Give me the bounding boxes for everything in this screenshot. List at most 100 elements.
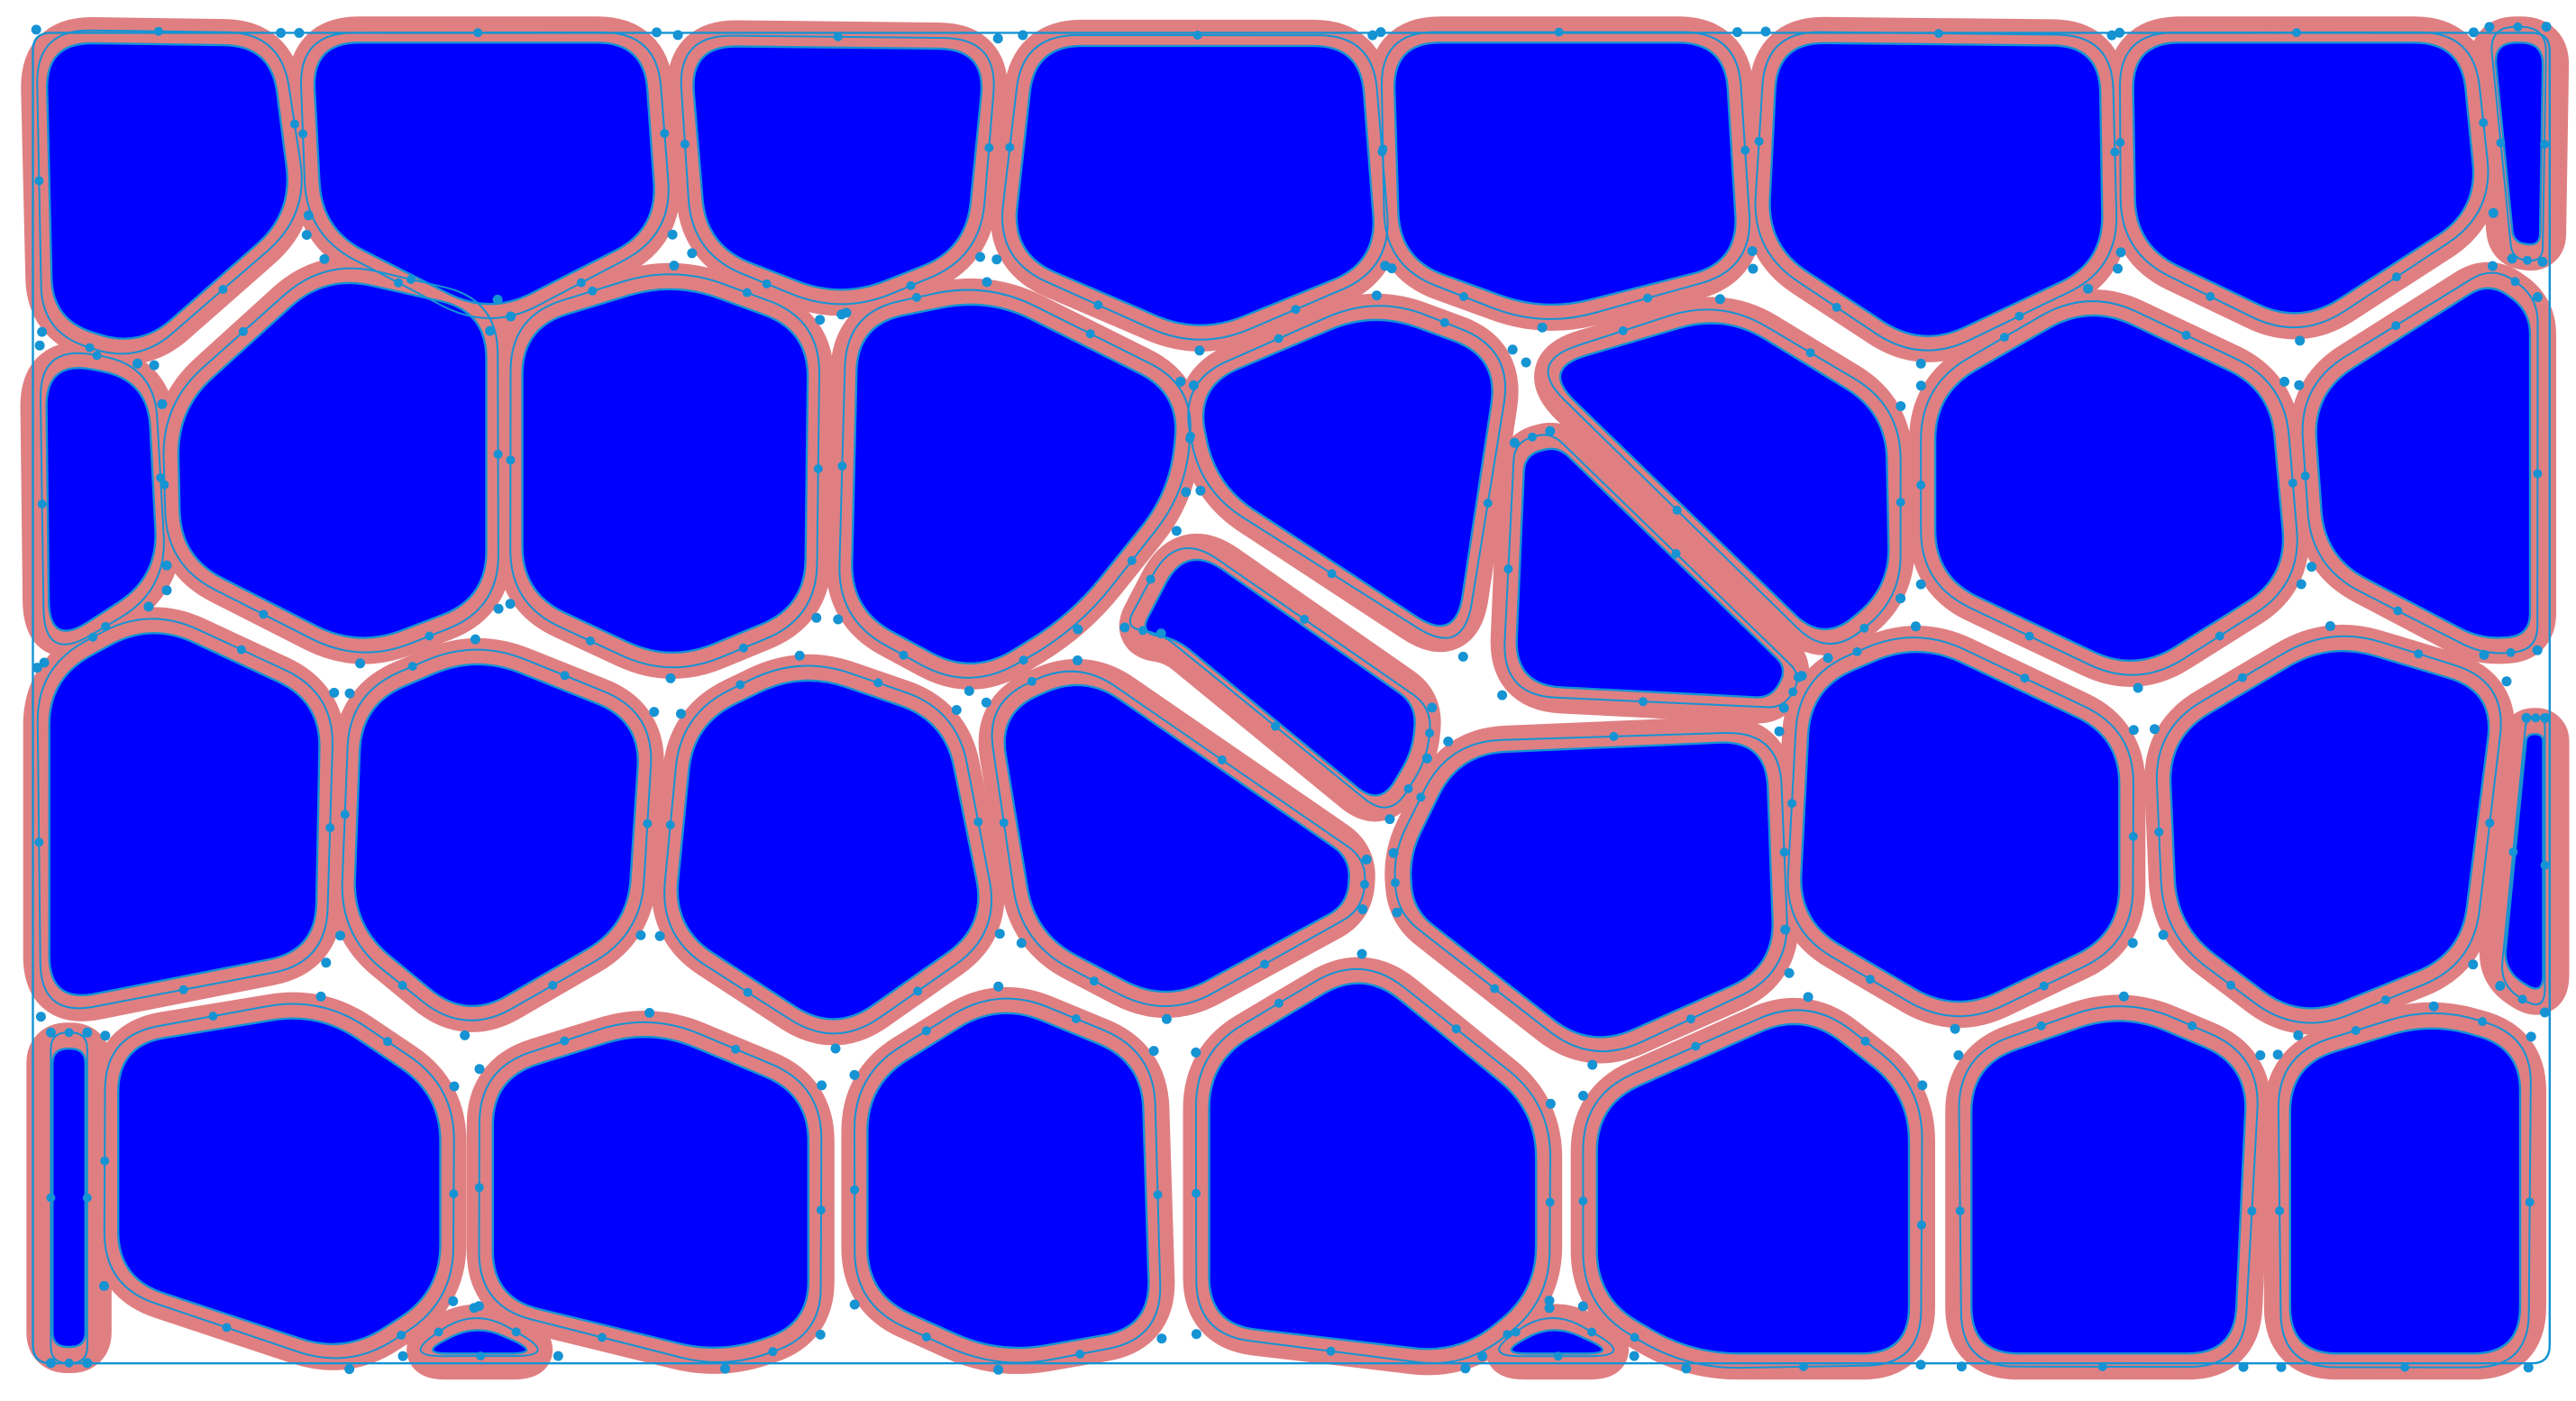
path-node[interactable] (2039, 981, 2049, 991)
path-node[interactable] (2014, 311, 2024, 321)
path-node[interactable] (921, 1332, 931, 1342)
path-node[interactable] (1778, 702, 1789, 713)
path-node[interactable] (161, 560, 172, 571)
path-node[interactable] (2024, 631, 2034, 641)
path-node[interactable] (383, 1037, 392, 1047)
path-node[interactable] (1630, 1332, 1640, 1342)
path-node[interactable] (319, 253, 330, 264)
path-node[interactable] (493, 449, 503, 459)
path-node[interactable] (1911, 621, 1921, 632)
path-node[interactable] (743, 987, 753, 997)
path-node[interactable] (1934, 29, 1943, 39)
path-node[interactable] (2533, 292, 2543, 302)
path-node[interactable] (1291, 305, 1301, 315)
path-node[interactable] (1774, 726, 1785, 737)
path-node[interactable] (298, 129, 308, 139)
path-node[interactable] (1578, 1090, 1588, 1101)
path-node[interactable] (635, 929, 646, 940)
path-node[interactable] (88, 632, 98, 642)
path-node[interactable] (85, 343, 95, 353)
path-node[interactable] (470, 634, 480, 645)
path-node[interactable] (35, 1012, 46, 1022)
path-node[interactable] (982, 277, 992, 288)
path-node[interactable] (2414, 649, 2424, 659)
path-node[interactable] (1127, 555, 1137, 565)
path-node[interactable] (1490, 984, 1500, 994)
path-node[interactable] (1511, 1327, 1521, 1337)
path-node[interactable] (449, 1081, 460, 1092)
path-node[interactable] (652, 27, 662, 38)
path-node[interactable] (1528, 432, 1537, 442)
path-node[interactable] (1685, 1014, 1695, 1024)
path-node[interactable] (218, 285, 228, 294)
path-node[interactable] (1798, 1361, 1808, 1371)
path-node[interactable] (485, 325, 496, 336)
path-node[interactable] (1672, 505, 1682, 515)
path-node[interactable] (156, 472, 166, 482)
path-node[interactable] (2468, 959, 2479, 970)
path-node[interactable] (994, 929, 1005, 939)
path-node[interactable] (837, 461, 847, 471)
path-node[interactable] (208, 1012, 218, 1021)
path-node[interactable] (2300, 471, 2310, 481)
path-node[interactable] (238, 326, 248, 336)
path-node[interactable] (1638, 697, 1648, 707)
path-node[interactable] (2380, 995, 2390, 1005)
path-node[interactable] (1195, 485, 1206, 496)
path-node[interactable] (236, 645, 246, 655)
path-node[interactable] (991, 254, 1002, 265)
path-node[interactable] (1780, 924, 1791, 935)
path-node[interactable] (588, 286, 598, 296)
path-node[interactable] (899, 650, 909, 660)
path-node[interactable] (1357, 904, 1368, 915)
path-node[interactable] (2479, 649, 2489, 660)
path-node[interactable] (2495, 981, 2506, 991)
path-node[interactable] (476, 1351, 486, 1361)
path-node[interactable] (794, 650, 805, 661)
path-node[interactable] (913, 986, 923, 996)
path-node[interactable] (2393, 606, 2403, 616)
path-node[interactable] (1681, 1363, 1692, 1374)
path-node[interactable] (355, 658, 366, 669)
path-node[interactable] (335, 930, 345, 941)
path-node[interactable] (222, 1323, 232, 1332)
path-node[interactable] (1089, 976, 1099, 986)
path-node[interactable] (2113, 263, 2124, 274)
path-node[interactable] (434, 1327, 443, 1337)
path-node[interactable] (407, 662, 417, 672)
path-node[interactable] (2325, 621, 2335, 631)
path-node[interactable] (1457, 651, 1468, 662)
path-node[interactable] (649, 707, 660, 718)
path-node[interactable] (2118, 991, 2129, 1002)
path-node[interactable] (1740, 145, 1750, 155)
path-node[interactable] (2485, 818, 2495, 828)
path-node[interactable] (2115, 247, 2126, 258)
path-node[interactable] (34, 838, 44, 847)
path-node[interactable] (2128, 725, 2139, 736)
path-node[interactable] (1554, 27, 1564, 37)
path-node[interactable] (815, 315, 826, 325)
path-node[interactable] (992, 33, 1003, 44)
path-node[interactable] (2501, 676, 2512, 687)
path-node[interactable] (2272, 1049, 2283, 1060)
path-node[interactable] (1509, 437, 1520, 448)
path-node[interactable] (2276, 1361, 2287, 1372)
path-node[interactable] (2127, 938, 2138, 948)
path-node[interactable] (1953, 1050, 1964, 1060)
path-node[interactable] (1544, 1296, 1555, 1306)
path-node[interactable] (1544, 1303, 1555, 1314)
path-node[interactable] (2255, 1050, 2266, 1060)
path-node[interactable] (1787, 799, 1797, 809)
path-node[interactable] (425, 631, 434, 641)
path-node[interactable] (448, 1296, 459, 1306)
path-node[interactable] (2488, 261, 2498, 271)
path-node[interactable] (2541, 22, 2552, 32)
path-node[interactable] (511, 1327, 521, 1337)
path-node[interactable] (964, 685, 974, 696)
path-node[interactable] (1754, 136, 1764, 146)
path-node[interactable] (301, 230, 312, 240)
path-node[interactable] (2150, 724, 2160, 735)
path-node[interactable] (1391, 878, 1400, 888)
path-node[interactable] (813, 464, 823, 473)
path-node[interactable] (951, 705, 962, 715)
